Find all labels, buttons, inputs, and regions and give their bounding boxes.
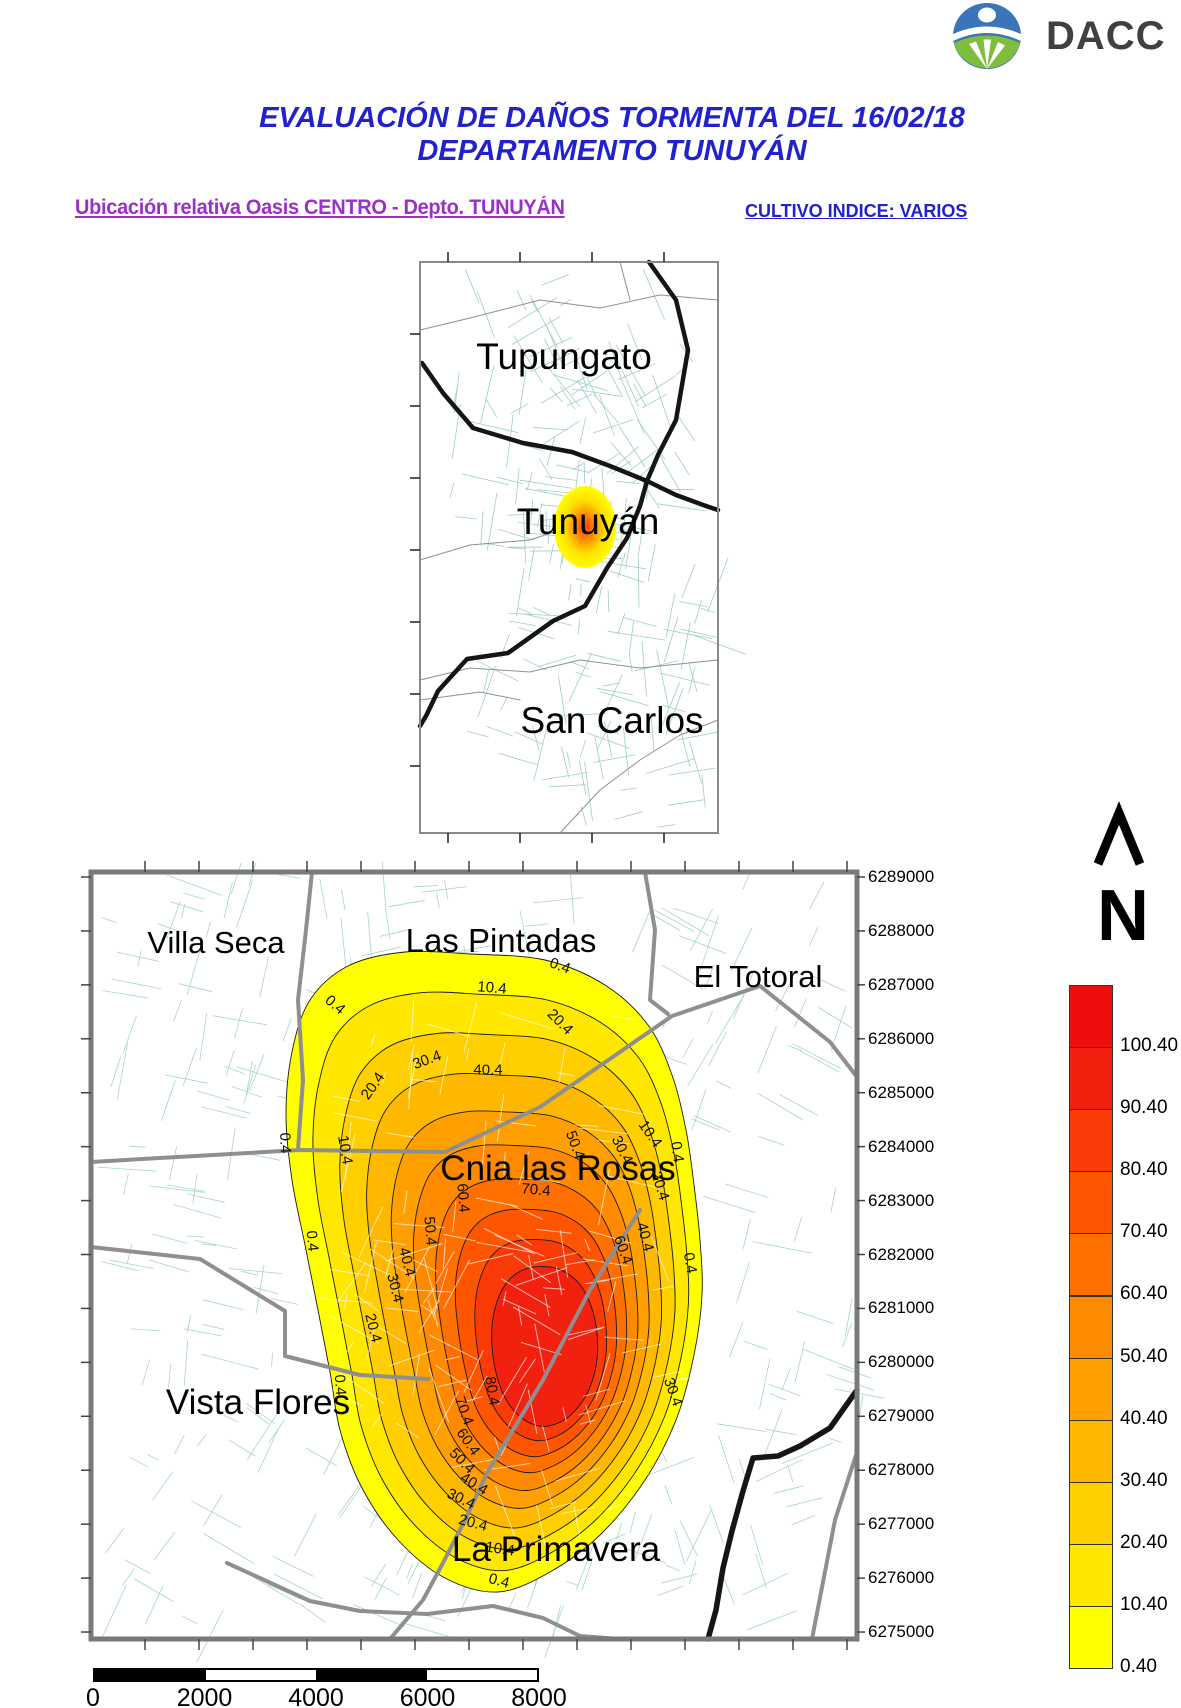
yaxis-label: 6276000 (868, 1568, 935, 1588)
map-place-label: Las Pintadas (405, 922, 597, 959)
legend-segment (1069, 985, 1113, 1048)
legend-segment (1069, 1109, 1113, 1173)
legend-value: 20.40 (1120, 1531, 1168, 1553)
legend-segment (1069, 1543, 1113, 1607)
legend-value: 0.40 (1120, 1656, 1157, 1677)
legend-value: 100.40 (1120, 1035, 1179, 1056)
yaxis-label: 6281000 (868, 1298, 935, 1318)
map-place-label: La Primavera (451, 1530, 661, 1569)
contour-value-label: 10.4 (476, 978, 508, 998)
yaxis-label: 6287000 (868, 974, 935, 994)
legend-value: 70.40 (1120, 1221, 1168, 1243)
locator-map-canvas (410, 252, 746, 843)
locator-map (410, 252, 746, 843)
legend-segment (1069, 1357, 1113, 1421)
subtitle-right: CULTIVO INDICE: VARIOS (745, 201, 968, 221)
legend-segment (1069, 1047, 1113, 1111)
contour-value-label: 40.4 (473, 1061, 503, 1079)
scale-bar-label: 4000 (288, 1684, 344, 1708)
locator-place-label: Tunuyán (516, 501, 660, 542)
yaxis-label: 6278000 (868, 1460, 935, 1480)
contour-value-label: 0.4 (679, 1251, 701, 1275)
dacc-logo-icon (951, 3, 1023, 69)
scale-bar-segment (316, 1670, 427, 1680)
contour-value-label: 0.4 (302, 1229, 322, 1253)
yaxis-label: 6288000 (868, 920, 935, 940)
title-line2: DEPARTAMENTO TUNUYÁN (417, 135, 807, 167)
scale-bar-label: 0 (86, 1684, 100, 1708)
yaxis-label: 6279000 (868, 1406, 935, 1426)
scale-bar-label: 8000 (511, 1684, 567, 1708)
locator-place-label: Tupungato (476, 336, 652, 377)
dacc-logo-text: DACC (1046, 14, 1166, 58)
legend-value: 50.40 (1120, 1345, 1168, 1367)
map-place-label: El Totoral (693, 959, 823, 994)
scale-bar (93, 1668, 539, 1682)
contour-value-label: 0.4 (276, 1132, 294, 1154)
legend-value: 90.40 (1120, 1097, 1168, 1119)
legend-colorbar: 100.40 90.40 80.40 70.40 60.40 50.40 40.40 30.4… (1069, 985, 1181, 1677)
map-place-label: Cnia las Rosas (440, 1149, 676, 1188)
yaxis-label: 6282000 (868, 1244, 935, 1264)
legend-segment (1069, 1171, 1113, 1235)
yaxis-label: 6284000 (868, 1136, 935, 1156)
yaxis-label: 6275000 (868, 1622, 935, 1642)
yaxis-label: 6283000 (868, 1190, 935, 1210)
legend-value: 30.40 (1120, 1469, 1168, 1491)
map-place-label: Vista Flores (165, 1383, 351, 1422)
yaxis-label: 6277000 (868, 1514, 935, 1534)
scale-bar-label: 6000 (399, 1684, 456, 1708)
main-map-canvas (81, 861, 885, 1663)
locator-place-label: San Carlos (520, 700, 704, 741)
scale-bar-segment (205, 1670, 316, 1680)
legend-value: 40.40 (1120, 1407, 1168, 1429)
scale-bar-segment (95, 1670, 206, 1680)
legend-segment (1069, 1295, 1113, 1359)
scale-bar-label: 2000 (176, 1684, 233, 1708)
subtitle-left: Ubicación relativa Oasis CENTRO - Depto.… (75, 196, 565, 219)
legend-segment (1069, 1419, 1113, 1483)
north-label: N (1097, 876, 1149, 956)
legend-segment (1069, 1481, 1113, 1545)
scale-bar-segment (426, 1670, 537, 1680)
legend-segment (1069, 1233, 1113, 1297)
legend-segment (1069, 1606, 1113, 1669)
yaxis-label: 6280000 (868, 1352, 935, 1372)
north-arrow-icon (1093, 801, 1145, 866)
page-title: EVALUACIÓN DE DAÑOS TORMENTA DEL 16/02/1… (242, 102, 982, 168)
yaxis-label: 6286000 (868, 1028, 935, 1048)
yaxis-label: 6285000 (868, 1082, 935, 1102)
legend-value: 60.40 (1120, 1283, 1168, 1305)
legend-value: 80.40 (1120, 1159, 1168, 1181)
yaxis-label: 6289000 (868, 867, 935, 886)
map-place-label: Villa Seca (147, 925, 285, 960)
title-line1: EVALUACIÓN DE DAÑOS TORMENTA DEL 16/02/1… (259, 102, 965, 134)
legend-value: 10.40 (1120, 1593, 1168, 1615)
contour-value-label: 50.4 (420, 1215, 440, 1247)
main-map (81, 861, 885, 1663)
